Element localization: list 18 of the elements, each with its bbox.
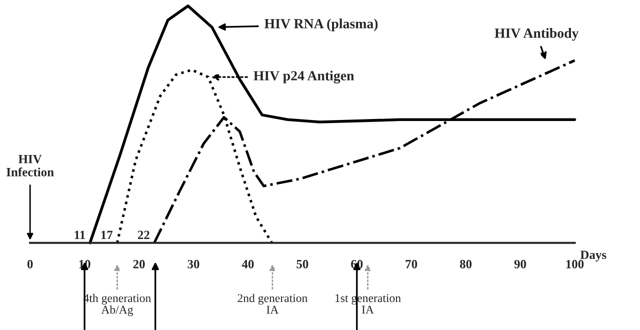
annotation: 17 [101,230,113,240]
text: 2nd generation IA [238,294,308,314]
series-label: HIV Antibody [494,28,579,41]
x-tick-label: 20 [133,260,145,268]
x-tick-label: 70 [406,260,418,268]
annotation: 11 [74,230,85,240]
x-tick-label: 40 [242,260,254,268]
x-tick-label: 80 [460,260,472,268]
x-tick-label: 50 [296,260,308,268]
x-tick-label: 0 [27,260,33,268]
annotation: HIV Infection [6,154,54,176]
x-tick-label: 100 [566,260,584,268]
x-tick-label: 30 [188,260,200,268]
x-axis-title: Days [580,250,606,262]
x-tick-label: 90 [514,260,526,268]
legend-label: HIV RNA (plasma) [264,18,378,32]
annotation: 22 [138,230,150,240]
legend-label: HIV p24 Antigen [254,70,354,84]
